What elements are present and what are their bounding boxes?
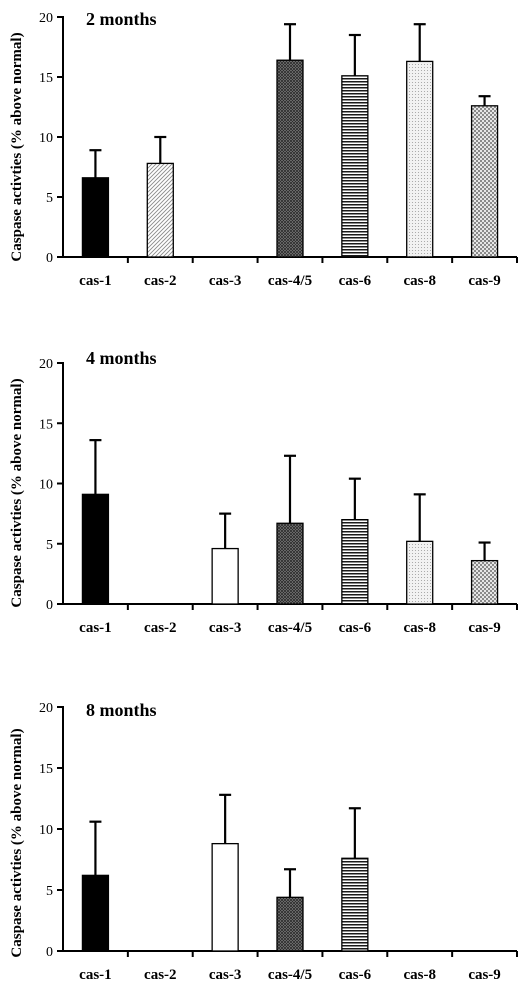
- bar: [146, 162, 174, 258]
- x-tick-label: cas-3: [209, 620, 242, 636]
- y-tick-label: 0: [46, 945, 53, 960]
- x-tick-label: cas-4/5: [268, 620, 312, 636]
- x-tick-label: cas-4/5: [268, 273, 312, 289]
- y-tick-label: 5: [46, 538, 53, 553]
- bar: [406, 540, 434, 605]
- bar: [81, 493, 110, 605]
- y-tick-label: 10: [39, 131, 53, 146]
- bar: [341, 519, 369, 605]
- x-tick-label: cas-2: [144, 273, 177, 289]
- x-tick-label: cas-4/5: [268, 967, 312, 983]
- x-tick-label: cas-3: [209, 273, 242, 289]
- panel-title: 2 months: [86, 9, 157, 29]
- panel-4-months: 4 months Caspase activties (% above norm…: [9, 348, 518, 636]
- bar: [276, 522, 304, 605]
- panel-2-months: 2 months Caspase activties (% above norm…: [9, 9, 518, 289]
- panel-title: 8 months: [86, 700, 157, 720]
- bar: [211, 547, 239, 605]
- x-tick-label: cas-3: [209, 967, 242, 983]
- bar: [276, 896, 304, 952]
- x-tick-label: cas-6: [339, 967, 372, 983]
- x-tick-label: cas-8: [403, 273, 436, 289]
- x-tick-label: cas-1: [79, 620, 112, 636]
- y-tick-label: 10: [39, 478, 53, 493]
- y-tick-label: 20: [39, 701, 53, 716]
- bar: [276, 59, 304, 258]
- y-tick-label: 0: [46, 251, 53, 266]
- bar: [470, 105, 499, 258]
- chart-marks: 0 5 10 15 20 cas-1 cas-2 cas-3 cas-4/5 cas-6 cas-8…: [39, 11, 518, 289]
- y-axis-label: Caspase activties (% above normal): [9, 378, 25, 607]
- x-tick-label: cas-9: [468, 273, 501, 289]
- x-tick-label: cas-6: [339, 273, 372, 289]
- bar: [341, 75, 369, 258]
- y-tick-label: 5: [46, 884, 53, 899]
- bar: [211, 842, 239, 952]
- y-tick-label: 15: [39, 71, 53, 86]
- x-tick-label: cas-8: [403, 620, 436, 636]
- x-tick-label: cas-1: [79, 967, 112, 983]
- bar: [81, 874, 110, 952]
- panel-title: 4 months: [86, 348, 157, 368]
- y-tick-label: 20: [39, 357, 53, 372]
- y-axis-label: Caspase activties (% above normal): [9, 728, 25, 957]
- bar: [406, 60, 434, 258]
- y-tick-label: 20: [39, 11, 53, 26]
- x-tick-label: cas-9: [468, 620, 501, 636]
- bar: [341, 857, 369, 952]
- chart-marks: 0 5 10 15 20 cas-1 cas-2 cas-3 cas-4/5 cas-6 cas-8…: [39, 357, 518, 636]
- x-tick-label: cas-9: [468, 967, 501, 983]
- x-tick-label: cas-1: [79, 273, 112, 289]
- bar: [81, 177, 110, 258]
- y-tick-label: 5: [46, 191, 53, 206]
- y-tick-label: 10: [39, 823, 53, 838]
- y-tick-label: 15: [39, 417, 53, 432]
- x-tick-label: cas-6: [339, 620, 372, 636]
- panel-8-months: 8 months Caspase activties (% above norm…: [9, 700, 518, 983]
- y-tick-label: 15: [39, 762, 53, 777]
- chart-marks: 0 5 10 15 20 cas-1 cas-2 cas-3 cas-4/5 cas-6 cas-8…: [39, 701, 518, 983]
- x-tick-label: cas-2: [144, 967, 177, 983]
- x-tick-label: cas-2: [144, 620, 177, 636]
- bar: [470, 559, 499, 605]
- x-tick-label: cas-8: [403, 967, 436, 983]
- y-axis-label: Caspase activties (% above normal): [9, 32, 25, 261]
- y-tick-label: 0: [46, 598, 53, 613]
